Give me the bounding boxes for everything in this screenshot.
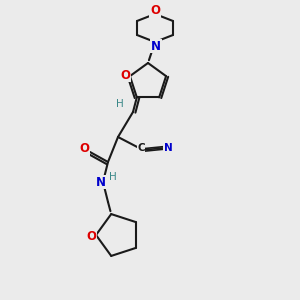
- Text: O: O: [79, 142, 89, 155]
- Text: O: O: [150, 4, 160, 17]
- Text: N: N: [164, 143, 172, 153]
- Text: O: O: [86, 230, 96, 244]
- Text: N: N: [96, 176, 106, 188]
- Text: N: N: [151, 40, 161, 52]
- Text: H: H: [116, 99, 124, 109]
- Text: O: O: [120, 69, 130, 82]
- Text: H: H: [109, 172, 117, 182]
- Text: C: C: [137, 143, 145, 153]
